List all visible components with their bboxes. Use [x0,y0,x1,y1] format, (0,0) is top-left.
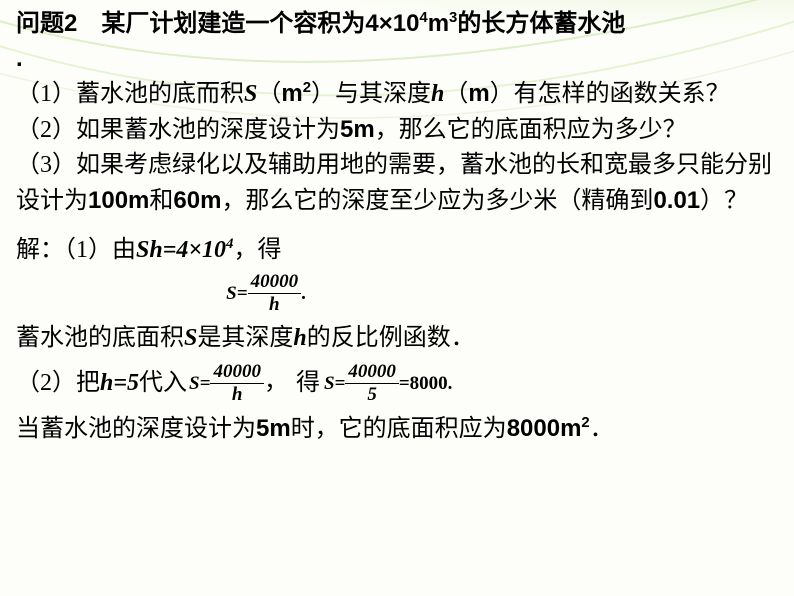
sol2-conc-a: 当蓄水池的深度设计为 [16,416,256,442]
vol-number: 4×10 [365,10,419,37]
sol2-get: 得 [296,366,320,401]
question-3: （3）如果考虑绿化以及辅助用地的需要，蓄水池的长和宽最多只能分别设计为100m和… [16,148,778,219]
solution-2-line: （2）把h=5代入 S=40000h， 得 S=400005=8000. [16,362,778,405]
q3-precision: 0.01 [653,187,700,214]
q3-text-c: ，那么它的深度至少应为多少米（精确到 [221,188,653,214]
problem-title: 问题2 某厂计划建造一个容积为4×104m3的长方体蓄水池 [16,6,778,41]
sol2-conc-c: ． [590,416,614,442]
eq2b-Seq: S= [324,373,345,394]
sol1-eq-lhs: Sh=4×10 [136,237,226,263]
q1-var-h: h [431,81,444,107]
q1-paren2-open: （ [444,81,468,107]
q1-unit-exp: 2 [303,80,311,96]
eq2a-den: h [210,384,264,405]
q1-text-c: ）与其深度 [311,81,431,107]
q2-value: 5m [340,116,375,143]
q3-length: 100m [88,187,149,214]
q1-paren-open: （ [257,81,281,107]
q1-unit-m2: m [468,80,489,107]
sol2-text-a: （2）把 [16,366,100,401]
vol-unit: m [428,10,449,37]
sol2-area-num: 8000m [507,415,582,442]
eq2a-fraction: 40000h [210,362,264,405]
eq2b-den: 5 [345,384,399,405]
equation-1: S=40000h. [136,272,396,315]
q2-text-a: （2）如果蓄水池的深度设计为 [16,117,340,143]
title-text-b: 的长方体蓄水池 [457,10,625,37]
q1-text-e: ）有怎样的函数关系？ [490,81,730,107]
sol2-area-exp: 2 [581,415,589,431]
sol1-conc-h: h [293,325,306,351]
title-dot: . [16,41,778,76]
solution-label: 解： [16,237,64,263]
eq2a-comma: ， [264,369,288,395]
sol2-conc-b: 时，它的底面积应为 [291,416,507,442]
eq2b-eq8000: =8000. [399,373,453,394]
q1-unit: m2 [281,80,311,107]
q1-unit-m: m [281,80,302,107]
sol1-conc-a: 蓄水池的底面积 [16,325,184,351]
sol1-text-b: ，得 [233,237,281,263]
eq2a-Seq: S= [189,373,210,394]
solution-2-conclusion: 当蓄水池的深度设计为5m时，它的底面积应为8000m2． [16,411,778,447]
sol1-conc-mid: 是其深度 [197,325,293,351]
sol1-text-a: （1）由 [64,237,136,263]
solution-1-conclusion: 蓄水池的底面积S是其深度h的反比例函数． [16,321,778,356]
sol2-h5: h=5 [100,366,139,401]
q3-width: 60m [173,187,221,214]
eq1-numerator: 40000 [248,272,302,294]
question-2: （2）如果蓄水池的深度设计为5m，那么它的底面积应为多少？ [16,112,778,148]
sol2-conc-val: 5m [256,415,291,442]
eq1-fraction: 40000h [248,272,302,315]
q3-and: 和 [149,188,173,214]
eq1-denominator: h [248,294,302,315]
q3-text-d: ）？ [700,188,748,214]
q2-text-b: ，那么它的底面积应为多少？ [375,117,687,143]
volume-value: 4×104m3 [365,10,457,37]
sol1-conc-tail: 的反比例函数． [307,325,475,351]
eq2b-fraction: 400005 [345,362,399,405]
question-1: （1）蓄水池的底而积S（m2）与其深度h（m）有怎样的函数关系？ [16,76,778,112]
title-text-a: 问题2 某厂计划建造一个容积为 [16,10,365,37]
q1-var-S: S [244,81,257,107]
eq1-dot: . [301,283,306,304]
sol1-eq-Sh: Sh=4×104 [136,237,233,263]
sol2-text-b: 代入 [139,366,187,401]
q1-text-a: （1）蓄水池的底而积 [16,81,244,107]
eq1-Seq: S= [226,283,247,304]
solution-1-line: 解：（1）由Sh=4×104，得 [16,233,778,268]
sol1-conc-S: S [184,325,197,351]
sol2-conc-area: 8000m2 [507,415,590,442]
eq2b-num: 40000 [345,362,399,384]
vol-exponent: 4 [419,10,427,26]
eq2a-num: 40000 [210,362,264,384]
